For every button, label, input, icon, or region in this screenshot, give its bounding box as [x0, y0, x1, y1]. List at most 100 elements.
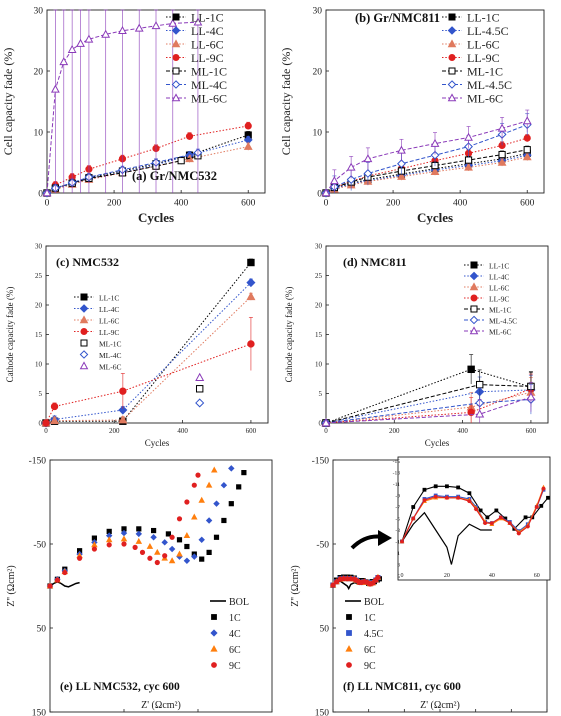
data-point: [524, 117, 531, 124]
inset-data-point: [468, 500, 471, 503]
series-ML-6C: [196, 374, 203, 381]
legend-swatch: [212, 615, 217, 620]
data-point: [162, 540, 167, 545]
data-point: [465, 157, 471, 163]
data-point: [248, 341, 254, 347]
legend-label: ML-4.5C: [467, 78, 512, 92]
series-line-LL-9C: [46, 344, 251, 423]
series-LL-1C: [43, 259, 254, 426]
inset-y-tick-label: 5: [397, 574, 400, 580]
data-point: [207, 483, 212, 487]
panel-label: (a) Gr/NMC532: [132, 169, 217, 183]
legend-label: ML-4C: [191, 78, 227, 92]
series-line-LL-4C: [46, 283, 251, 423]
y-axis-label: Z'' (Ωcm²): [290, 565, 301, 607]
legend-label: LL-9C: [191, 51, 224, 65]
legend-label: ML-1C: [467, 65, 503, 79]
data-point: [177, 538, 181, 542]
inset-x-tick-label: 60: [534, 573, 540, 579]
inset-y-tick-label: -5: [395, 517, 400, 523]
data-point: [107, 537, 112, 541]
y-tick-label: 30: [313, 6, 323, 16]
legend-label: 6C: [364, 645, 376, 656]
data-point: [247, 293, 254, 300]
inset-y-tick-label: -7: [395, 505, 400, 511]
y-tick-label: 30: [34, 6, 44, 16]
legend-swatch: [211, 646, 217, 651]
inset-data-point: [412, 517, 415, 520]
x-tick-label: 0: [44, 427, 48, 435]
chart-panel-4: 0100200300-150-5050150Z' (Ωcm²)Z'' (Ωcm²…: [6, 456, 279, 716]
data-point: [196, 374, 203, 381]
legend-label: ML-1C: [99, 340, 122, 349]
data-point: [92, 547, 96, 551]
x-axis-label: Z' (Ωcm²): [420, 700, 460, 711]
legend-label: 6C: [229, 645, 241, 656]
inset-y-tick-label: -9: [395, 494, 400, 500]
data-point: [122, 536, 127, 540]
inset-x-tick-label: 40: [489, 573, 495, 579]
y-tick-label: 20: [313, 67, 323, 77]
legend-swatch: [81, 362, 88, 368]
inset-y-tick-label: 1: [397, 551, 400, 557]
series-LL-4C: [42, 279, 255, 427]
data-point: [200, 557, 204, 561]
x-tick-label: 400: [453, 199, 468, 209]
data-point: [465, 134, 472, 141]
x-tick-label: 0: [324, 427, 328, 435]
y-tick-label: 25: [315, 272, 323, 280]
data-point: [63, 570, 67, 574]
panel-label: (d) NMC811: [343, 255, 407, 269]
data-point: [348, 164, 355, 171]
inset-data-point: [446, 496, 449, 499]
inset-data-point: [495, 509, 498, 512]
series-ML-6C: [322, 382, 534, 426]
data-point: [136, 539, 141, 543]
series-line-ML-4.5C: [326, 399, 531, 423]
inset-data-point: [490, 522, 493, 525]
legend-label: LL-4C: [191, 24, 224, 38]
legend-label: LL-1C: [99, 294, 119, 303]
legend-label: ML-4.5C: [489, 317, 517, 326]
x-tick-label: 200: [386, 199, 401, 209]
chart-panel-2: 0 200 400 600 0 5 10 15 20 25 30 Cycles Cathode capa…: [5, 242, 268, 448]
legend-swatch: [173, 14, 179, 20]
legend-label: 9C: [229, 661, 241, 672]
legend-swatch: [448, 81, 455, 88]
series-line-LL-4C: [47, 140, 248, 193]
legend-label: ML-1C: [191, 65, 227, 79]
data-point: [136, 531, 141, 536]
data-point: [476, 381, 482, 387]
data-point: [196, 386, 202, 392]
data-point: [376, 575, 380, 579]
series-1C: [48, 471, 246, 589]
x-tick-label: 0: [45, 199, 50, 209]
legend-label: LL-9C: [99, 328, 119, 337]
legend-swatch: [173, 55, 179, 61]
data-point: [185, 544, 189, 548]
legend-swatch: [449, 55, 455, 61]
y-tick-label: 10: [35, 360, 43, 368]
series-LL-6C: [42, 293, 254, 426]
y-tick-label: 150: [315, 708, 330, 716]
y-axis-label: Cell capacity fade (%): [1, 48, 15, 156]
panel-label: (e) LL NMC532, cyc 600: [60, 681, 180, 693]
data-point: [177, 517, 181, 521]
x-axis-label: Cycles: [425, 438, 450, 448]
chart-panel-0: 0 200 400 600 0 10 20 30 Cycles Cell capacity fad…: [1, 6, 265, 225]
data-point: [192, 515, 197, 519]
y-tick-label: 0: [38, 189, 43, 199]
legend-swatch: [470, 316, 477, 323]
data-point: [237, 485, 241, 489]
legend-label: LL-6C: [99, 317, 119, 326]
series-ML-4C: [196, 399, 204, 407]
legend-label: LL-1C: [191, 11, 224, 25]
legend-label: LL-4C: [489, 273, 509, 282]
x-tick-label: 400: [177, 427, 188, 435]
x-axis-label: Cycles: [417, 210, 453, 225]
y-tick-label: -150: [29, 456, 47, 466]
legend-label: LL-4C: [99, 305, 119, 314]
data-point: [107, 543, 111, 547]
legend-label: 1C: [229, 613, 241, 624]
